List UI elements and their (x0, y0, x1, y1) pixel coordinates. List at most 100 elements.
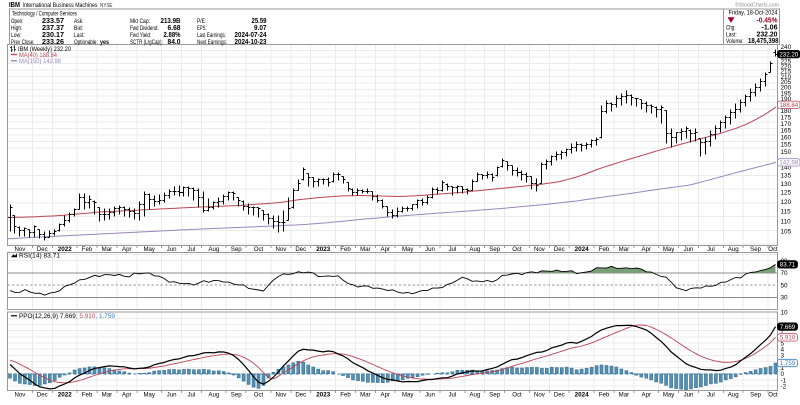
svg-text:105: 105 (781, 229, 792, 236)
svg-text:Nov: Nov (534, 246, 546, 253)
svg-text:233.57: 233.57 (42, 18, 64, 25)
svg-text:135: 135 (781, 173, 792, 180)
svg-text:237.37: 237.37 (42, 25, 64, 32)
svg-text:9.07: 9.07 (254, 25, 267, 32)
svg-text:Ask:: Ask: (74, 18, 84, 25)
svg-text:83.71: 83.71 (780, 262, 796, 269)
svg-text:Fwd Dividend:: Fwd Dividend: (130, 25, 159, 32)
svg-text:yes: yes (100, 39, 109, 46)
svg-text:110: 110 (781, 218, 792, 225)
svg-text:232.20: 232.20 (779, 51, 798, 58)
svg-text:Apr: Apr (381, 246, 390, 253)
svg-text:2024: 2024 (575, 391, 590, 398)
svg-text:May: May (143, 246, 155, 253)
svg-text:188.84: 188.84 (779, 102, 798, 109)
svg-text:Dec: Dec (295, 391, 306, 398)
svg-text:2.88%: 2.88% (164, 32, 182, 39)
svg-text:Optionable:: Optionable: (74, 39, 98, 46)
svg-text:Sep: Sep (231, 391, 242, 398)
svg-text:Apr: Apr (642, 246, 651, 253)
svg-text:Aug: Aug (728, 391, 739, 398)
svg-text:Mar: Mar (102, 391, 113, 398)
svg-text:Mar: Mar (360, 391, 371, 398)
svg-text:SCTR (LrgCap):: SCTR (LrgCap): (130, 39, 163, 46)
svg-text:Apr: Apr (642, 391, 651, 398)
svg-text:May: May (402, 246, 414, 253)
svg-text:Aug: Aug (728, 246, 739, 253)
svg-text:May: May (663, 246, 675, 253)
svg-text:Last:: Last: (74, 32, 85, 39)
svg-text:175: 175 (781, 115, 792, 122)
svg-text:Open:: Open: (11, 18, 24, 25)
svg-text:-0.45%: -0.45% (757, 16, 779, 25)
svg-text:50: 50 (781, 282, 789, 289)
svg-text:170: 170 (781, 121, 792, 128)
svg-text:Apr: Apr (381, 391, 390, 398)
svg-text:Next Earnings:: Next Earnings: (197, 39, 227, 46)
svg-text:142.98: 142.98 (779, 160, 798, 167)
svg-text:115: 115 (781, 208, 792, 215)
svg-text:Feb: Feb (340, 246, 351, 253)
svg-text:Jul: Jul (707, 246, 715, 253)
svg-text:30: 30 (781, 295, 789, 302)
svg-text:2024-10-23: 2024-10-23 (235, 39, 267, 46)
svg-text:Aug: Aug (208, 246, 219, 253)
svg-text:6.68: 6.68 (168, 25, 181, 32)
svg-text:P/E:: P/E: (197, 18, 206, 25)
svg-text:Sep: Sep (489, 391, 500, 398)
svg-text:2023: 2023 (316, 246, 331, 253)
svg-text:EPS:: EPS: (197, 25, 207, 32)
svg-text:2023: 2023 (316, 391, 331, 398)
svg-text:Sep: Sep (489, 246, 500, 253)
svg-text:Apr: Apr (122, 246, 131, 253)
svg-text:Jun: Jun (684, 391, 694, 398)
svg-text:Nov: Nov (275, 391, 287, 398)
svg-text:Dec: Dec (554, 246, 565, 253)
svg-text:Nov: Nov (275, 246, 287, 253)
svg-text:Jun: Jun (167, 391, 177, 398)
svg-text:Aug: Aug (469, 391, 480, 398)
svg-text:Jun: Jun (167, 246, 177, 253)
svg-text:165: 165 (781, 128, 792, 135)
svg-text:213.9B: 213.9B (161, 18, 181, 25)
svg-text:International Business Machine: International Business Machines (23, 2, 99, 9)
svg-text:10: 10 (781, 310, 789, 317)
svg-text:155: 155 (781, 142, 792, 149)
svg-text:Jul: Jul (707, 391, 715, 398)
svg-text:NYSE: NYSE (100, 3, 113, 9)
svg-text:Jul: Jul (188, 246, 196, 253)
svg-text:Feb: Feb (599, 391, 610, 398)
svg-text:233.26: 233.26 (42, 39, 64, 46)
svg-text:Jul: Jul (449, 391, 457, 398)
svg-text:Jun: Jun (425, 246, 435, 253)
svg-text:Sep: Sep (750, 246, 761, 253)
svg-text:2024-07-24: 2024-07-24 (235, 32, 267, 39)
svg-text:Oct: Oct (512, 391, 522, 398)
svg-text:130: 130 (781, 181, 792, 188)
svg-text:Mar: Mar (360, 246, 371, 253)
svg-text:Mar: Mar (619, 246, 630, 253)
svg-text:Apr: Apr (122, 391, 131, 398)
svg-text:Jul: Jul (449, 246, 457, 253)
svg-text:Jun: Jun (684, 246, 694, 253)
svg-text:Oct: Oct (512, 246, 522, 253)
svg-text:125: 125 (781, 190, 792, 197)
svg-text:Dec: Dec (295, 246, 306, 253)
svg-text:120: 120 (781, 199, 792, 206)
svg-text:RSI(14) 83.71: RSI(14) 83.71 (19, 252, 60, 259)
svg-text:3: 3 (781, 353, 785, 360)
svg-text:Oct: Oct (768, 246, 778, 253)
svg-text:Low:: Low: (11, 32, 22, 39)
svg-text:Jul: Jul (188, 391, 196, 398)
svg-text:Nov: Nov (14, 391, 26, 398)
svg-text:Mar: Mar (619, 391, 630, 398)
svg-text:©StockCharts.com: ©StockCharts.com (735, 1, 779, 8)
svg-text:180: 180 (781, 108, 792, 115)
svg-text:Feb: Feb (82, 391, 93, 398)
svg-text:MA(150) 142.98: MA(150) 142.98 (19, 58, 61, 65)
svg-text:25.59: 25.59 (252, 18, 267, 25)
svg-text:2022: 2022 (58, 391, 73, 398)
svg-text:Sep: Sep (231, 246, 242, 253)
svg-text:Mar: Mar (102, 246, 113, 253)
svg-text:IBM: IBM (9, 0, 20, 9)
